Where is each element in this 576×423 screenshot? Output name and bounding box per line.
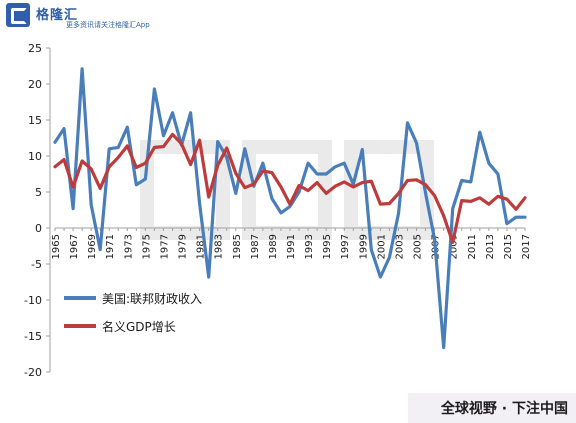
x-tick-label: 2003 (394, 234, 405, 259)
footer-slogan: 全球视野 · 下注中国 (440, 401, 568, 417)
x-tick-label: 2011 (467, 234, 478, 259)
y-tick-label: 10 (28, 150, 42, 163)
y-tick-label: -5 (31, 258, 42, 271)
y-tick-label: -20 (24, 366, 42, 379)
x-tick-label: 2015 (503, 234, 514, 259)
y-tick-label: -15 (24, 330, 42, 343)
x-tick-label: 1971 (105, 234, 116, 259)
x-tick-label: 1967 (69, 234, 80, 259)
x-tick-label: 1977 (159, 234, 170, 259)
x-tick-label: 1975 (141, 234, 152, 259)
series-line-federal-revenue (53, 67, 527, 350)
y-tick-label: 15 (28, 114, 42, 127)
legend-label: 名义GDP增长 (102, 319, 176, 334)
y-tick-label: 25 (28, 42, 42, 55)
x-tick-label: 1983 (214, 234, 225, 259)
legend-label: 美国:联邦财政收入 (102, 292, 202, 306)
y-tick-label: 0 (35, 222, 42, 235)
footer-bar: 全球视野 · 下注中国 (408, 393, 576, 423)
x-tick-label: 2001 (376, 234, 387, 259)
x-tick-label: 1965 (51, 234, 62, 259)
x-tick-label: 1987 (250, 234, 261, 259)
x-tick-label: 1999 (358, 234, 369, 259)
x-tick-label: 1985 (232, 234, 243, 259)
x-tick-label: 2013 (485, 234, 496, 259)
x-tick-label: 1997 (340, 234, 351, 259)
y-tick-label: 5 (35, 186, 42, 199)
x-tick-label: 2009 (449, 234, 460, 259)
brand-name: 格隆汇 (36, 8, 79, 23)
x-tick-label: 1989 (268, 234, 279, 259)
y-axis: -20 -15 -10 -5 0 5 10 15 20 25 (24, 42, 51, 379)
y-tick-label: -10 (24, 294, 42, 307)
brand-mark-icon (6, 3, 30, 27)
x-tick-label: 1991 (286, 234, 297, 259)
brand-tagline: 更多资讯请关注格隆汇App (66, 21, 150, 29)
x-tick-label: 2017 (521, 234, 532, 259)
x-tick-label: 1995 (322, 234, 333, 259)
brand-logo: 格隆汇 更多资讯请关注格隆汇App (6, 3, 186, 29)
x-tick-label: 1969 (87, 234, 98, 259)
x-tick-label: 2005 (413, 234, 424, 259)
series-line-nominal-gdp (53, 132, 527, 244)
x-tick-label: 1979 (178, 234, 189, 259)
series-layer (53, 67, 527, 350)
x-tick-label: 1993 (304, 234, 315, 259)
x-tick-label: 1973 (123, 234, 134, 259)
x-tick-label: 1981 (196, 234, 207, 259)
y-tick-label: 20 (28, 78, 42, 91)
x-axis: 1965 1967 1969 1971 1973 1975 1977 1979 1981 1983… (51, 227, 532, 259)
